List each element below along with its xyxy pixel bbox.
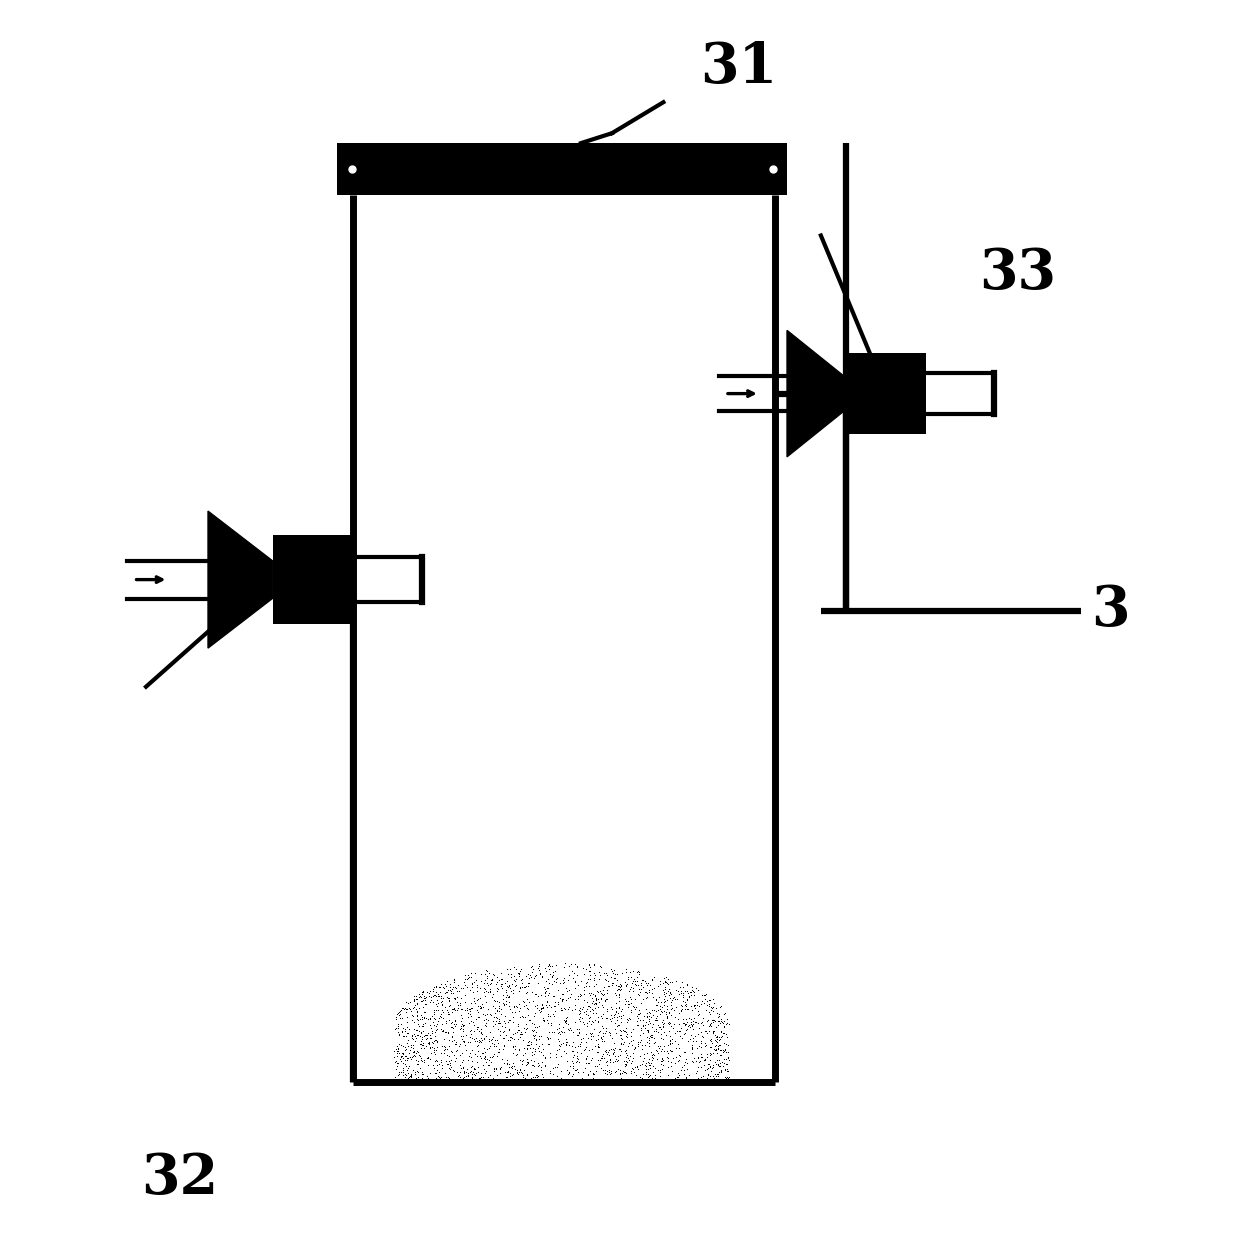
Text: 32: 32 [141,1151,218,1206]
Bar [846,354,926,434]
Polygon shape [208,511,273,648]
Bar [273,535,353,624]
Bar [337,143,787,196]
Text: 31: 31 [701,40,777,95]
Polygon shape [787,330,846,457]
Text: 3: 3 [1091,583,1130,638]
Text: 33: 33 [980,245,1056,300]
